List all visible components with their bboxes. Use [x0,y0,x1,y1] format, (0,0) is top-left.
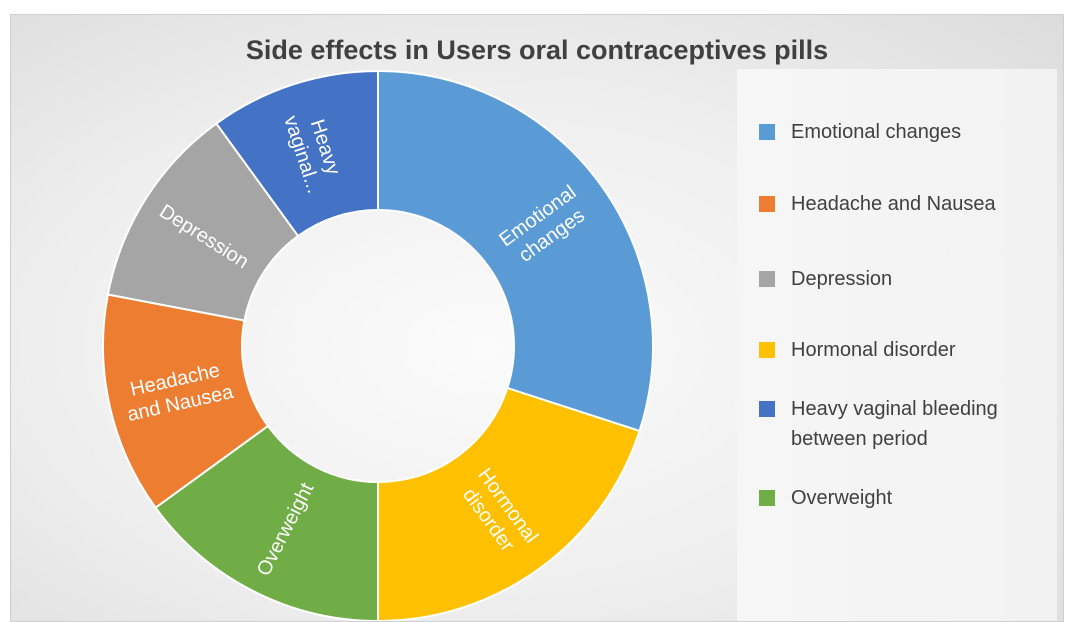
donut-slice [106,122,300,322]
donut-slice [102,293,270,510]
legend-item: Emotional changes [759,117,1051,147]
legend-item: Hormonal disorder [759,335,1051,365]
legend-label: Overweight [791,487,893,509]
legend-item: Headache and Nausea [759,189,1051,219]
legend-label: Hormonal disorder [791,339,956,361]
legend-label: Heavy vaginal bleeding between period [791,398,998,450]
legend-label: Depression [791,268,893,290]
legend-swatch [759,342,775,358]
legend-label: Emotional changes [791,121,962,143]
legend-label: Headache and Nausea [791,193,996,215]
legend-item: Heavy vaginal bleeding between period [759,394,1051,454]
legend-swatch [759,401,775,417]
donut-slice [377,386,641,621]
legend: Emotional changes Headache and Nausea De… [737,69,1057,621]
legend-item: Depression [759,264,1051,294]
donut-slice [377,69,654,433]
chart-area: Side effects in Users oral contraceptive… [10,14,1064,622]
legend-swatch [759,271,775,287]
legend-item: Overweight [759,483,1051,513]
donut-slice [214,69,379,238]
donut-chart: EmotionalchangesHormonaldisorderOverweig… [102,69,654,621]
chart-title: Side effects in Users oral contraceptive… [245,35,829,65]
donut-slice [154,424,379,621]
legend-swatch [759,196,775,212]
legend-swatch [759,490,775,506]
legend-swatch [759,124,775,140]
